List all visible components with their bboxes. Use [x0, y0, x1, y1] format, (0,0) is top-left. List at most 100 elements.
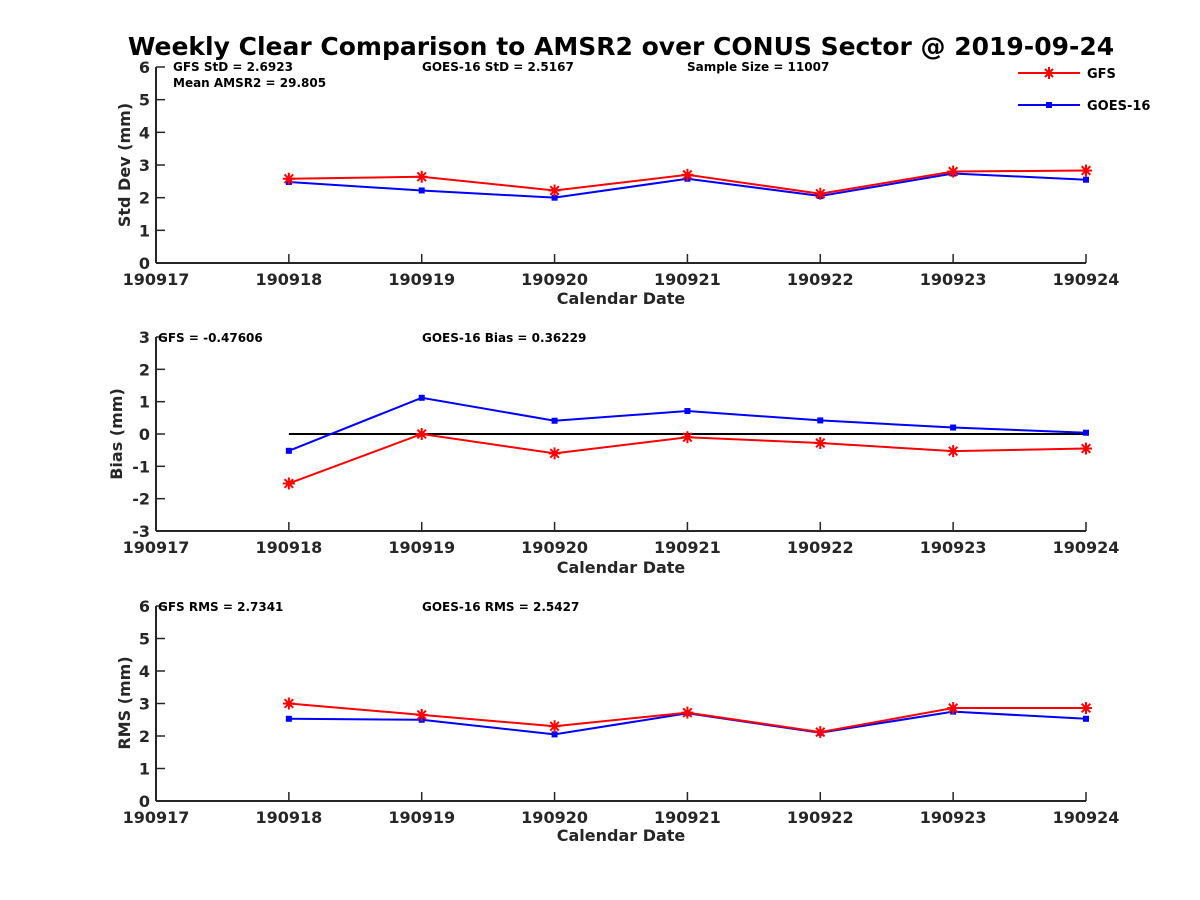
- goes16-rms-annotation: GOES-16 RMS = 2.5427: [422, 600, 579, 614]
- goes16-bias-annotation: GOES-16 Bias = 0.36229: [422, 331, 586, 345]
- bias-goes16-point: [551, 417, 558, 424]
- bias-y-axis-label: Bias (mm): [107, 388, 126, 480]
- gfs-rms-annotation: GFS RMS = 2.7341: [158, 600, 283, 614]
- std-dev-x-tick-label: 190922: [787, 270, 854, 289]
- bias-panel: 190917 190918 190919 190920 190921 190922 1909…: [107, 328, 1119, 577]
- std-dev-x-tick-label: 190919: [388, 270, 455, 289]
- std-dev-gfs-point: [282, 172, 295, 185]
- bias-x-axis-label: Calendar Date: [557, 558, 686, 577]
- bias-x-tick-label: 190918: [255, 538, 322, 557]
- goes16-std-annotation: GOES-16 StD = 2.5167: [422, 60, 574, 74]
- std-dev-gfs-point: [947, 165, 960, 178]
- rms-x-tick-label: 190917: [123, 808, 190, 827]
- rms-y-tick-label: 6: [139, 597, 150, 616]
- std-dev-y-tick-label: 4: [139, 123, 150, 142]
- bias-goes16-point: [285, 447, 292, 454]
- bias-y-tick-label: 1: [139, 393, 150, 412]
- bias-y-tick-label: 0: [139, 425, 150, 444]
- std-dev-y-tick-label: 2: [139, 189, 150, 208]
- rms-x-tick-label: 190920: [521, 808, 588, 827]
- std-dev-x-tick-label: 190917: [123, 270, 190, 289]
- bias-x-tick-label: 190920: [521, 538, 588, 557]
- std-dev-x-tick-label: 190920: [521, 270, 588, 289]
- std-dev-x-tick-label: 190918: [255, 270, 322, 289]
- legend-marker-goes16: [1046, 102, 1052, 108]
- legend-label-goes16: GOES-16: [1087, 99, 1150, 114]
- std-dev-x-tick-label: 190924: [1053, 270, 1120, 289]
- bias-goes16-point: [817, 417, 824, 424]
- sample-size-annotation: Sample Size = 11007: [687, 60, 829, 74]
- bias-y-tick-label: -2: [132, 490, 150, 509]
- rms-gfs-point: [415, 708, 428, 721]
- std-dev-gfs-point: [814, 187, 827, 200]
- bias-y-tick-label: -1: [132, 457, 150, 476]
- std-dev-y-tick-label: 3: [139, 156, 150, 175]
- rms-x-tick-label: 190918: [255, 808, 322, 827]
- rms-gfs-point: [1080, 702, 1092, 715]
- bias-gfs-point: [1080, 442, 1092, 455]
- mean-amsr2-annotation: Mean AMSR2 = 29.805: [173, 76, 326, 90]
- std-dev-x-tick-label: 190921: [654, 270, 721, 289]
- bias-gfs-point: [282, 477, 295, 490]
- rms-gfs-point: [548, 720, 561, 733]
- rms-x-tick-label: 190919: [388, 808, 455, 827]
- std-dev-gfs-point: [681, 168, 694, 181]
- rms-y-tick-label: 5: [139, 630, 150, 649]
- rms-x-tick-label: 190923: [920, 808, 987, 827]
- rms-y-tick-label: 4: [139, 662, 150, 681]
- std-dev-panel: 190917 190918 190919 190920 190921 190922 1909…: [115, 58, 1119, 308]
- bias-gfs-point: [947, 445, 960, 458]
- bias-gfs-point: [681, 431, 694, 444]
- bias-x-tick-label: 190921: [654, 538, 721, 557]
- rms-goes16-point: [551, 731, 558, 738]
- std-dev-goes16-point: [418, 187, 425, 194]
- rms-gfs-point: [814, 726, 827, 739]
- figure-title: Weekly Clear Comparison to AMSR2 over CO…: [128, 32, 1114, 61]
- gfs-bias-annotation: GFS = -0.47606: [158, 331, 263, 345]
- std-dev-y-axis-label: Std Dev (mm): [115, 103, 134, 227]
- rms-x-tick-label: 190922: [787, 808, 854, 827]
- bias-gfs-point: [814, 437, 827, 450]
- std-dev-y-tick-label: 5: [139, 91, 150, 110]
- rms-x-axis-label: Calendar Date: [557, 826, 686, 845]
- bias-goes16-point: [684, 408, 691, 415]
- rms-goes16-point: [285, 715, 292, 722]
- std-dev-gfs-point: [415, 170, 428, 183]
- std-dev-gfs-point: [548, 184, 561, 197]
- std-dev-y-tick-label: 6: [139, 58, 150, 77]
- legend-label-gfs: GFS: [1087, 67, 1116, 82]
- legend: GFS GOES-16: [1018, 67, 1150, 114]
- rms-gfs-point: [681, 706, 694, 719]
- rms-panel: 190917 190918 190919 190920 190921 190922 1909…: [115, 597, 1119, 845]
- rms-y-tick-label: 1: [139, 760, 150, 779]
- std-dev-y-tick-label: 1: [139, 221, 150, 240]
- bias-y-tick-label: 3: [139, 328, 150, 347]
- std-dev-goes16-point: [1083, 176, 1089, 183]
- bias-y-tick-label: -3: [132, 522, 150, 541]
- rms-x-tick-label: 190921: [654, 808, 721, 827]
- std-dev-gfs-point: [1080, 164, 1092, 177]
- rms-x-tick-label: 190924: [1053, 808, 1120, 827]
- rms-y-axis-label: RMS (mm): [115, 656, 134, 749]
- bias-x-tick-label: 190917: [123, 538, 190, 557]
- rms-y-tick-label: 0: [139, 792, 150, 811]
- legend-marker-gfs: [1043, 67, 1055, 79]
- bias-y-tick-label: 2: [139, 360, 150, 379]
- rms-y-tick-label: 2: [139, 727, 150, 746]
- std-dev-x-tick-label: 190923: [920, 270, 987, 289]
- rms-gfs-point: [947, 702, 960, 715]
- std-dev-x-axis-label: Calendar Date: [557, 289, 686, 308]
- rms-goes16-point: [1083, 715, 1089, 722]
- gfs-std-annotation: GFS StD = 2.6923: [173, 60, 293, 74]
- bias-gfs-point: [548, 447, 561, 460]
- std-dev-y-tick-label: 0: [139, 254, 150, 273]
- bias-x-tick-label: 190923: [920, 538, 987, 557]
- bias-x-tick-label: 190924: [1053, 538, 1120, 557]
- bias-goes16-point: [950, 424, 957, 431]
- bias-x-tick-label: 190919: [388, 538, 455, 557]
- std-dev-goes16-point: [551, 194, 558, 201]
- bias-goes16-point: [1083, 429, 1089, 436]
- bias-goes16-point: [418, 394, 425, 401]
- rms-y-tick-label: 3: [139, 695, 150, 714]
